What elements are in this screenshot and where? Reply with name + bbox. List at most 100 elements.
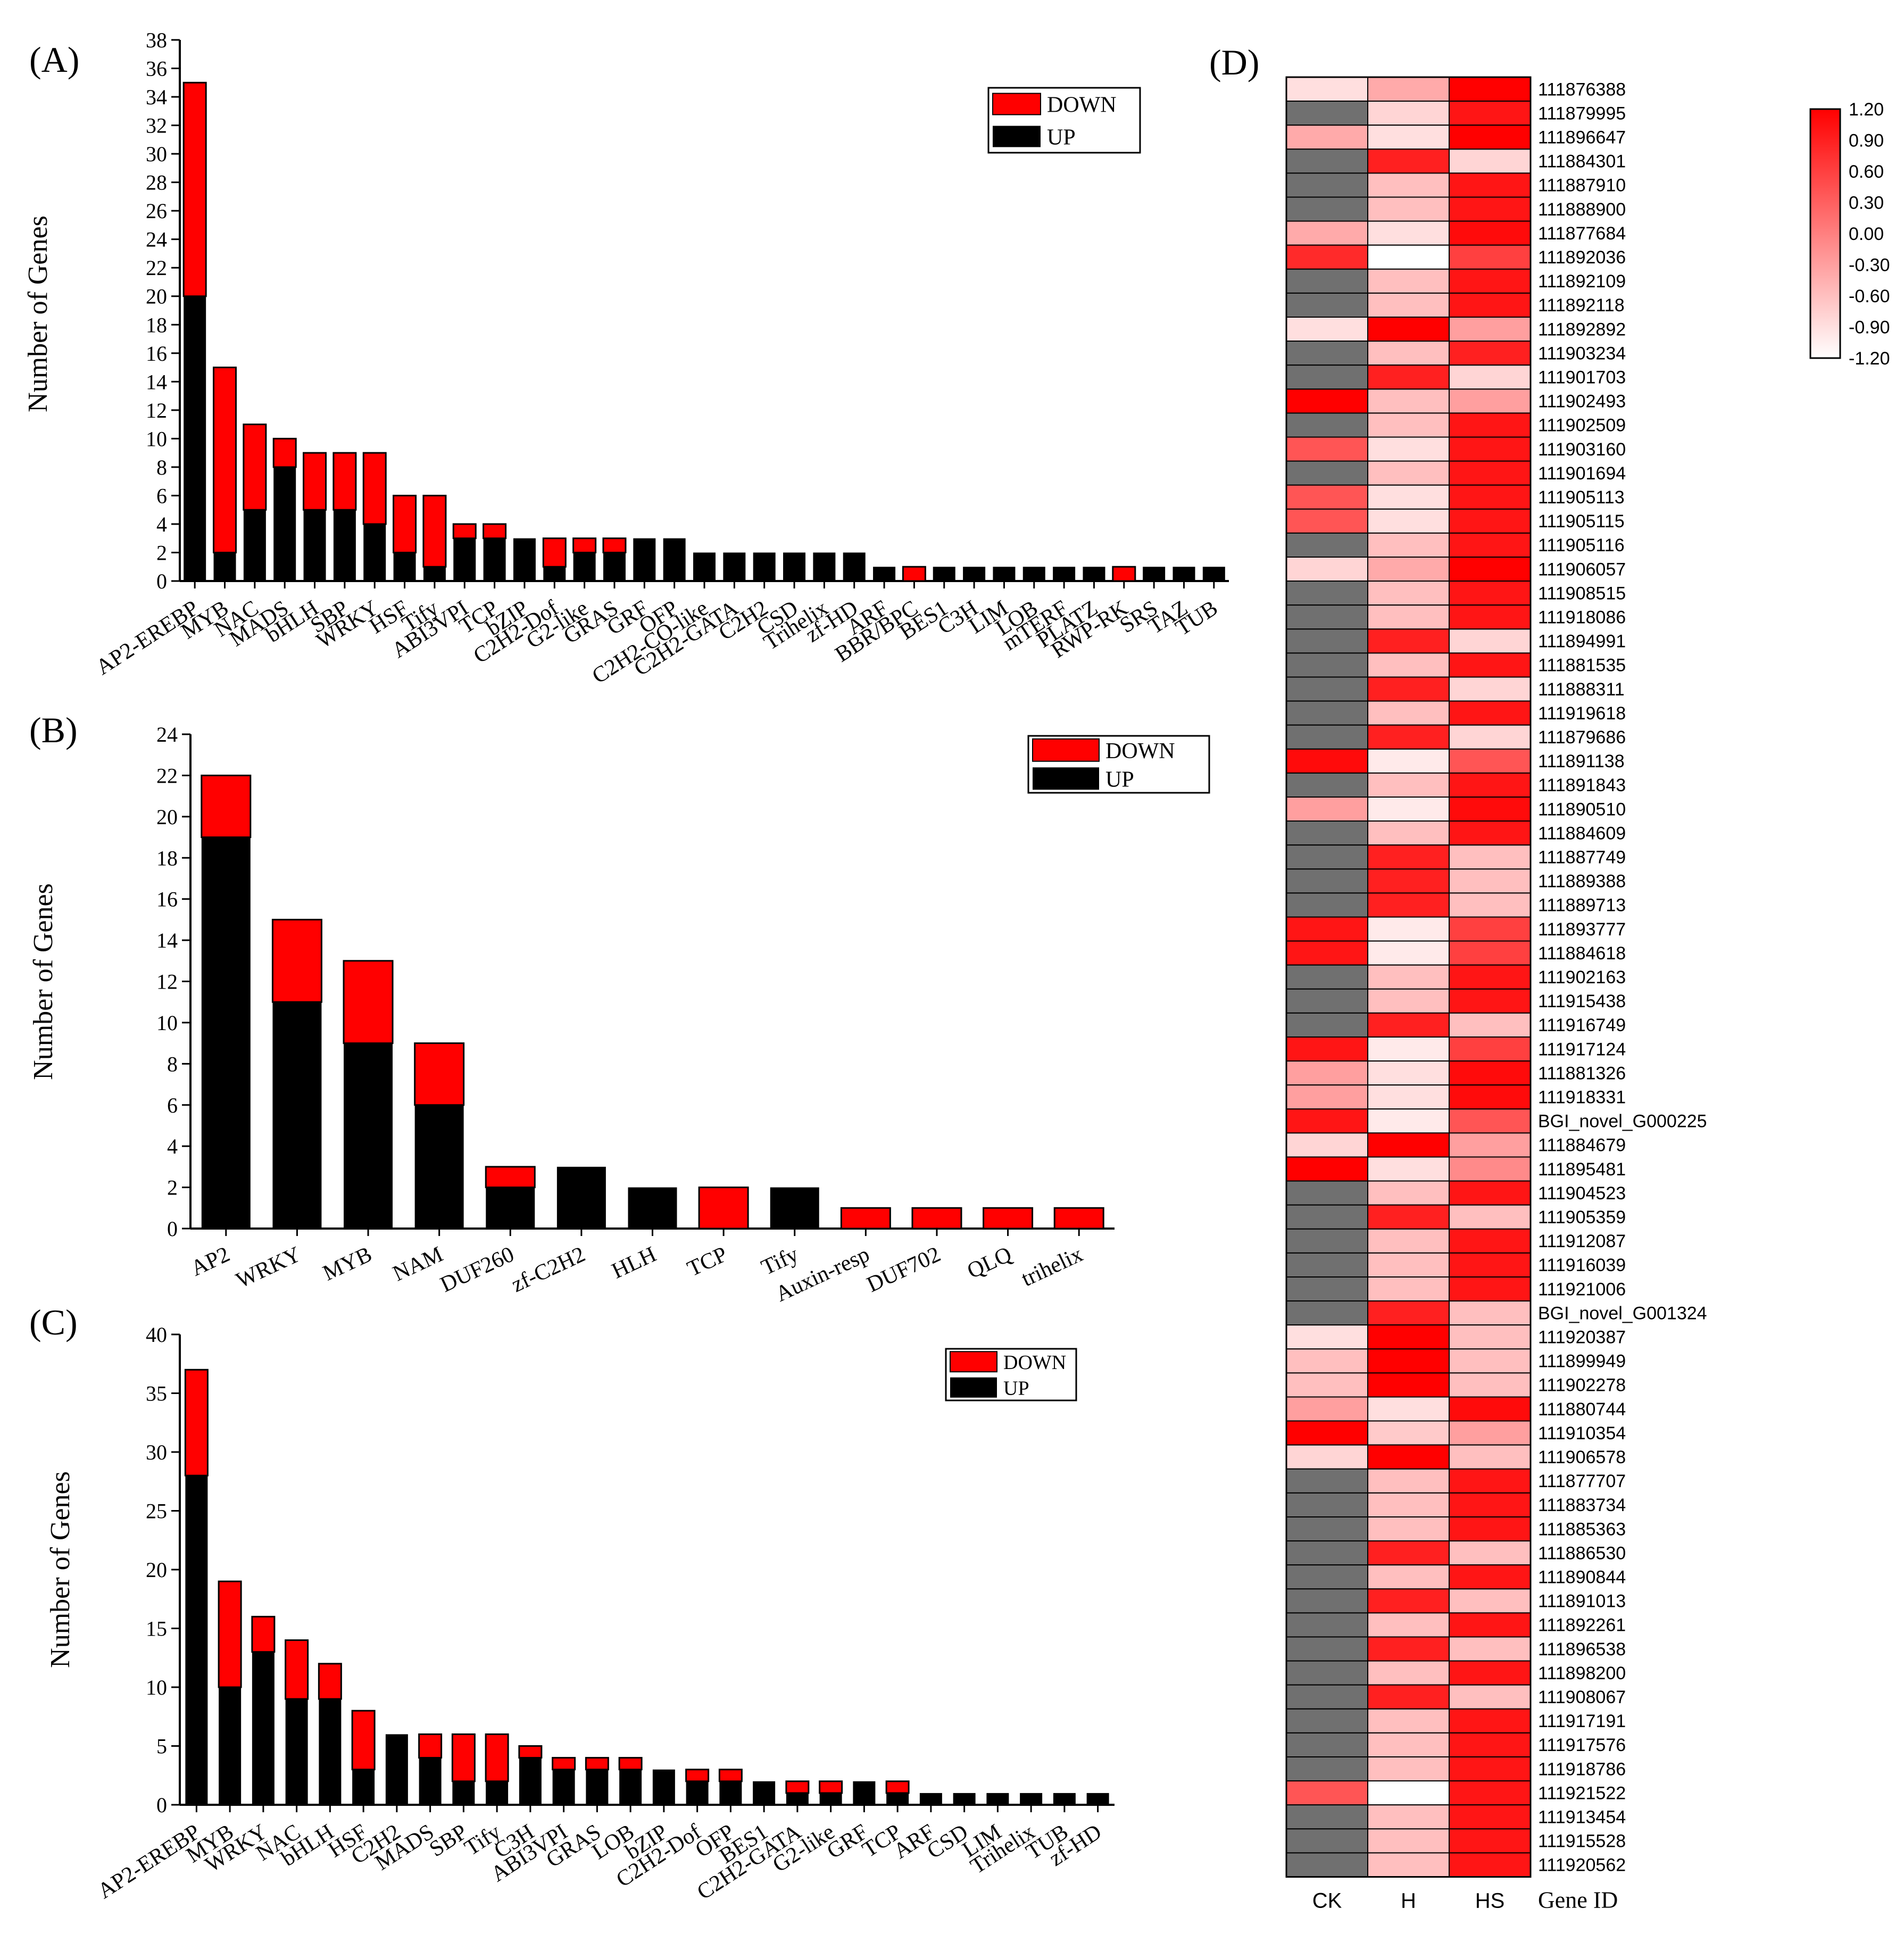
heatmap-cell xyxy=(1286,484,1368,510)
heatmap-cell xyxy=(1286,748,1368,774)
heatmap-cell xyxy=(1286,1540,1368,1566)
heatmap-cell xyxy=(1286,652,1368,678)
row-label: 111908515 xyxy=(1538,583,1626,603)
heatmap-cell xyxy=(1286,1324,1368,1350)
bar-panel-1: (A)02468101214161820222426283032343638Nu… xyxy=(23,28,1229,689)
heatmap-cell xyxy=(1367,1300,1450,1326)
heatmap-cell xyxy=(1449,580,1531,606)
heatmap-cell xyxy=(1367,1084,1450,1110)
heatmap-cell xyxy=(1367,1732,1450,1757)
y-tick-label: 24 xyxy=(146,228,167,252)
heatmap-cell xyxy=(1367,436,1450,462)
heatmap-cell xyxy=(1449,508,1531,534)
heatmap-cell xyxy=(1367,484,1450,510)
bar-up-WRKY xyxy=(272,1002,322,1229)
legend-swatch-down xyxy=(950,1351,997,1373)
heatmap-cell xyxy=(1449,1204,1531,1230)
bar-down-ABI3VPI xyxy=(552,1757,576,1771)
panel-label: (D) xyxy=(1209,42,1259,82)
y-tick-label: 26 xyxy=(146,199,167,223)
y-tick-label: 6 xyxy=(167,1093,178,1117)
bar-up-AP2-EREBP xyxy=(185,1475,208,1805)
y-tick-label: 16 xyxy=(156,887,178,911)
row-label: 111896647 xyxy=(1538,127,1626,147)
bar-down-GRAS xyxy=(585,1757,609,1771)
row-label: 111879995 xyxy=(1538,103,1626,123)
heatmap-cell xyxy=(1449,820,1531,846)
bar-down-G2-like xyxy=(572,537,597,553)
heatmap-cell xyxy=(1449,1180,1531,1206)
category-label: WRKY xyxy=(232,1242,305,1293)
row-label: 111918086 xyxy=(1538,607,1626,627)
bar-up-C2H2-GATA xyxy=(786,1793,809,1805)
legend-label-down: DOWN xyxy=(1003,1351,1066,1374)
heatmap-cell xyxy=(1449,1564,1531,1590)
row-label: 111883734 xyxy=(1538,1495,1626,1515)
heatmap-cell xyxy=(1449,1756,1531,1782)
heatmap-cell xyxy=(1367,1708,1450,1733)
row-label: 111905113 xyxy=(1538,487,1625,508)
heatmap-cell xyxy=(1449,1780,1531,1806)
heatmap-cell xyxy=(1286,244,1368,270)
y-tick-label: 10 xyxy=(146,427,167,451)
colorbar-tick-label: 0.90 xyxy=(1849,131,1884,151)
bar-down-MADS xyxy=(418,1733,443,1759)
heatmap-cell xyxy=(1449,1276,1531,1302)
row-label: 111905116 xyxy=(1538,535,1625,555)
bar-up-TUB xyxy=(1202,567,1225,581)
bar-up-C3H xyxy=(519,1757,542,1805)
heatmap-cell xyxy=(1367,532,1450,558)
bar-up-bHLH xyxy=(303,510,326,581)
heatmap-cell xyxy=(1367,628,1450,654)
heatmap-cell xyxy=(1367,1468,1450,1494)
heatmap-cell xyxy=(1286,1084,1368,1110)
heatmap-cell xyxy=(1367,797,1450,822)
y-tick-label: 20 xyxy=(146,1558,167,1582)
heatmap-cell xyxy=(1449,148,1531,174)
heatmap-cell xyxy=(1286,1852,1368,1878)
heatmap-cell xyxy=(1286,1564,1368,1590)
heatmap-cell xyxy=(1286,844,1368,870)
heatmap-cell xyxy=(1286,772,1368,798)
heatmap-cell xyxy=(1286,1636,1368,1662)
y-tick-label: 40 xyxy=(146,1323,167,1347)
heatmap-cell xyxy=(1286,1372,1368,1398)
bar-up-MYB xyxy=(219,1687,242,1805)
heatmap-cell xyxy=(1449,1804,1531,1830)
bar-up-GRAS xyxy=(603,552,626,581)
heatmap-cell xyxy=(1367,1804,1450,1830)
bar-up-GRAS xyxy=(586,1769,609,1805)
heatmap-cell xyxy=(1286,388,1368,414)
heatmap-cell xyxy=(1367,1492,1450,1517)
heatmap-cell xyxy=(1449,1516,1531,1542)
heatmap-cell xyxy=(1286,1132,1368,1158)
heatmap-cell xyxy=(1449,484,1531,510)
heatmap-cell xyxy=(1367,748,1450,774)
bar-down-C2H2-Dof xyxy=(685,1769,710,1782)
category-label: AP2 xyxy=(187,1242,234,1281)
y-tick-label: 38 xyxy=(146,28,167,52)
heatmap-cell xyxy=(1367,1540,1450,1566)
row-label: 111891843 xyxy=(1538,775,1626,795)
heatmap-cell xyxy=(1367,1636,1450,1662)
bar-down-DUF702 xyxy=(911,1207,962,1230)
heatmap-cell xyxy=(1286,724,1368,750)
row-label: 111884301 xyxy=(1538,152,1626,172)
bar-up-LIM xyxy=(986,1793,1009,1805)
heatmap-cell xyxy=(1286,940,1368,966)
bar-up-ARF xyxy=(873,567,896,581)
bar-down-HSF xyxy=(351,1710,376,1771)
y-tick-label: 32 xyxy=(146,114,167,138)
heatmap-cell xyxy=(1367,820,1450,846)
bar-down-BBR/BPC xyxy=(902,566,926,582)
heatmap-cell xyxy=(1449,220,1531,246)
row-label: 111902278 xyxy=(1538,1375,1626,1396)
y-tick-label: 22 xyxy=(146,256,167,280)
row-label: 111913454 xyxy=(1538,1807,1626,1827)
y-tick-label: 34 xyxy=(146,85,167,109)
heatmap-cell xyxy=(1367,1372,1450,1398)
heatmap-cell xyxy=(1449,364,1531,390)
heatmap-cell xyxy=(1286,1684,1368,1710)
heatmap-cell xyxy=(1367,77,1450,102)
category-label: QLQ xyxy=(963,1242,1016,1283)
